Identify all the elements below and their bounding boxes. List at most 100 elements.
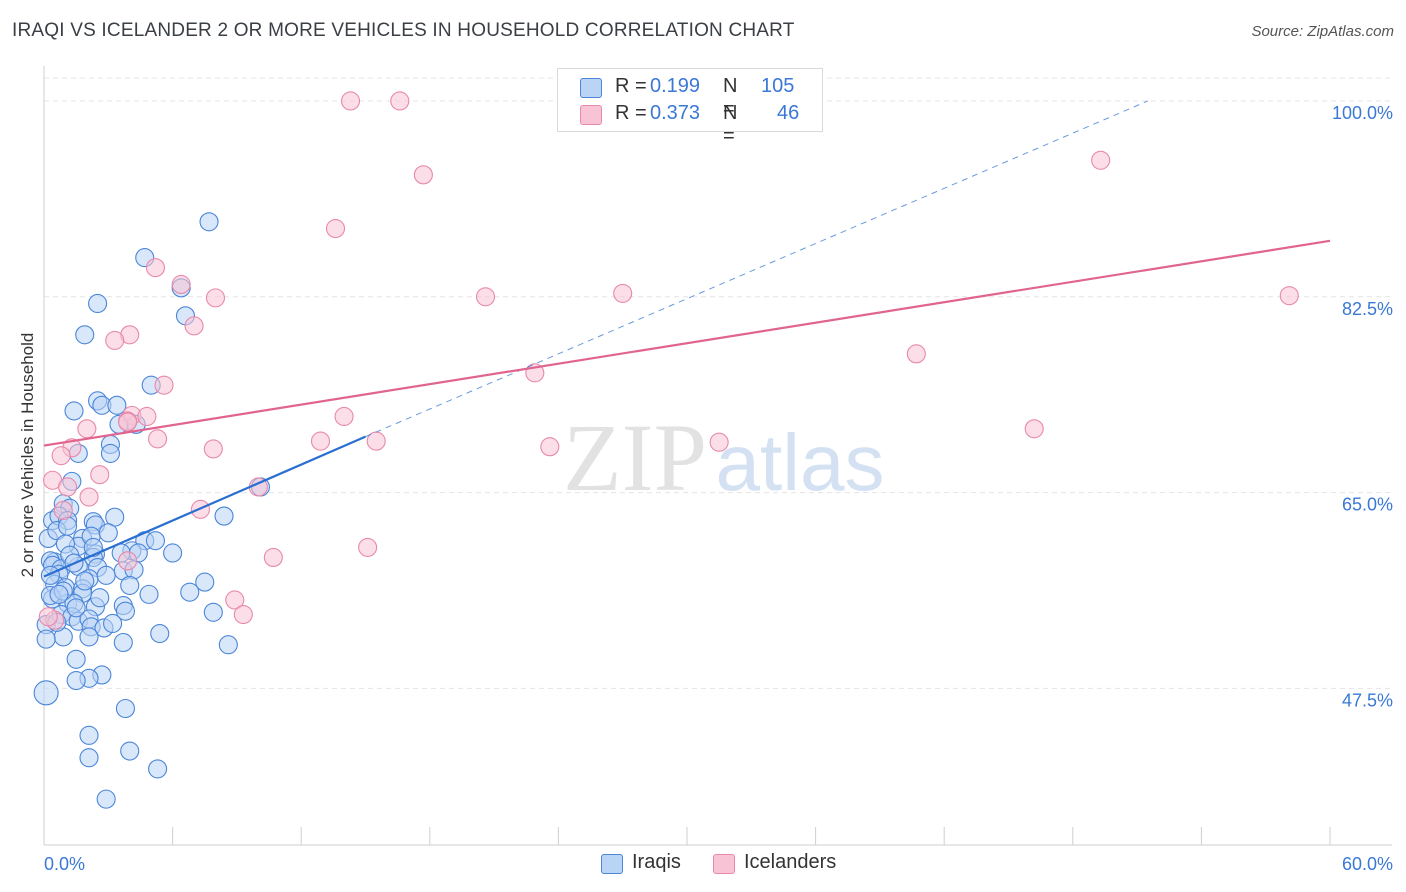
iraqi-point	[148, 759, 168, 779]
iraqi-point	[120, 741, 140, 761]
icelander-point	[58, 477, 78, 497]
iraqi-point	[36, 629, 56, 649]
iraqi-point	[150, 623, 170, 644]
icelander-point	[184, 316, 204, 336]
iraqi-point	[214, 506, 234, 526]
icelander-point	[171, 274, 191, 295]
iraqi-point	[180, 582, 200, 602]
iraqi-point	[195, 572, 215, 592]
legend-n-value-icelanders: 46	[777, 102, 800, 124]
legend-n-label: N =	[723, 102, 738, 147]
icelander-point	[340, 91, 361, 111]
correlation-legend: R = 0.199 N = 105 R = 0.373 N = 46	[557, 68, 823, 147]
icelander-point	[51, 446, 71, 466]
iraqi-point	[58, 516, 78, 536]
icelander-point	[1024, 419, 1044, 439]
icelander-point	[358, 537, 378, 557]
legend-n-label: N =	[723, 75, 738, 120]
legend-r-value-iraqis: 0.199	[650, 75, 701, 97]
y-tick-label: 100.0%	[1332, 103, 1393, 123]
y-tick-label: 82.5%	[1342, 299, 1393, 319]
iraqi-point	[79, 725, 99, 745]
icelander-point	[137, 406, 157, 427]
legend-r-label: R =	[615, 102, 647, 124]
icelander-point	[233, 604, 253, 625]
icelander-point	[413, 165, 433, 185]
icelander-point	[906, 344, 926, 364]
icelander-point	[613, 283, 633, 303]
icelander-point	[53, 500, 73, 521]
iraqi-point	[139, 584, 159, 604]
iraqi-point	[145, 531, 166, 551]
icelander-point	[105, 330, 125, 350]
tick-labels: 47.5% 65.0% 82.5% 100.0% 0.0% 60.0%	[44, 103, 1393, 874]
icelander-point	[145, 258, 166, 278]
iraqi-point	[163, 543, 183, 563]
axes	[43, 66, 1392, 846]
icelander-point	[540, 437, 560, 457]
iraqi-point	[66, 670, 86, 691]
chart-title: IRAQI VS ICELANDER 2 OR MORE VEHICLES IN…	[12, 20, 795, 41]
icelander-point	[90, 465, 110, 485]
icelanders-points	[38, 91, 1299, 630]
bottom-legend-label-iraqis: Iraqis	[632, 851, 681, 873]
iraqi-point	[203, 602, 223, 622]
legend-swatch-iraqis	[580, 78, 602, 98]
icelander-point	[475, 287, 496, 307]
iraqi-point	[115, 698, 135, 719]
bottom-legend-swatch-iraqis	[601, 854, 623, 874]
iraqi-point	[96, 789, 116, 809]
iraqi-point	[103, 613, 123, 634]
icelander-point	[709, 432, 729, 452]
bottom-legend-swatch-icelanders	[713, 854, 735, 874]
iraqi-point	[66, 649, 86, 669]
icelander-point	[118, 412, 138, 432]
iraqi-point	[83, 537, 103, 557]
source-credit: Source: ZipAtlas.com	[1251, 23, 1394, 40]
iraqi-point	[75, 325, 95, 345]
iraqi-point	[64, 401, 84, 421]
iraqi-point	[66, 598, 86, 618]
iraqi-point	[79, 748, 99, 768]
legend-n-value-iraqis: 105	[761, 75, 795, 97]
icelander-point	[325, 218, 346, 239]
icelander-point	[1091, 150, 1111, 170]
y-tick-label: 47.5%	[1342, 690, 1393, 710]
iraqi-point	[49, 584, 69, 604]
trend-lines	[43, 100, 1331, 578]
y-axis-label: 2 or more Vehicles in Household	[18, 332, 37, 578]
bottom-legend-label-icelanders: Icelanders	[744, 851, 837, 873]
x-tick-label-start: 0.0%	[44, 854, 85, 874]
iraqis-trend-extension	[365, 100, 1149, 438]
icelander-point	[77, 419, 97, 439]
icelander-point	[79, 487, 99, 507]
iraqi-point	[107, 395, 127, 415]
legend-r-label: R =	[615, 75, 647, 97]
icelander-point	[334, 406, 354, 427]
icelander-point	[38, 607, 58, 627]
iraqi-point	[75, 571, 95, 591]
iraqis-trend-line	[43, 435, 366, 578]
icelander-point	[118, 551, 138, 571]
watermark-zip: ZIP	[563, 404, 707, 511]
icelander-point	[148, 429, 168, 449]
icelander-point	[225, 590, 245, 610]
iraqi-point	[113, 632, 133, 653]
iraqi-point	[218, 635, 238, 655]
iraqi-point	[98, 523, 118, 543]
iraqi-point	[96, 565, 116, 585]
iraqi-point	[79, 627, 99, 647]
icelander-point	[390, 91, 410, 111]
icelander-point	[154, 375, 174, 395]
legend-swatch-icelanders	[580, 105, 602, 125]
iraqi-point	[100, 443, 120, 463]
icelander-point	[310, 431, 331, 451]
icelander-point	[263, 547, 283, 568]
iraqi-point	[199, 212, 219, 232]
legend-r-value-icelanders: 0.373	[650, 102, 701, 124]
iraqi-point	[115, 601, 135, 621]
iraqi-point	[120, 575, 140, 595]
icelander-point	[1279, 286, 1299, 306]
iraqi-point	[33, 680, 59, 706]
